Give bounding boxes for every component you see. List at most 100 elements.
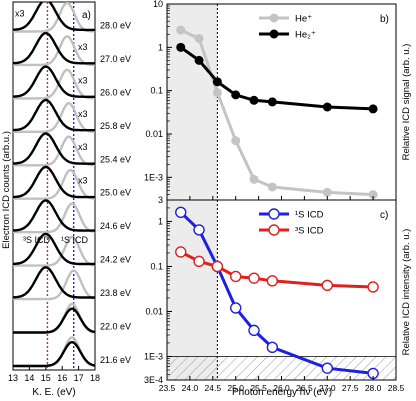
energy-label: 24.2 eV [100,255,131,265]
scale-factor-label: x3 [78,75,88,85]
data-point [175,206,187,218]
y-tick-label: 10 [153,0,163,9]
x-tick-label: 14 [24,373,34,383]
data-point [211,260,224,273]
y-tick-label: 1 [158,216,163,226]
series-line [180,28,374,197]
data-point [267,182,277,192]
y-tick-label: 0.01 [145,306,163,316]
data-point [248,324,260,337]
data-point [249,95,259,105]
panel-a-traces [13,2,95,368]
triplet-trace [13,132,95,165]
data-point [368,190,378,200]
panel-c-series [175,206,379,380]
data-point [231,90,241,100]
y-tick-label: 0.1 [150,86,163,96]
data-point [321,362,333,374]
triplet-trace [13,232,95,266]
series-line [179,46,374,111]
panel-c: 3 1 0.1 0.01 1E-3 3E-423.5 24.0 24.5 25.0 25.5 26.… [144,195,412,398]
singlet-trace [13,235,95,267]
series-line [179,211,374,375]
data-point [212,88,222,98]
y-tick-label: 1E-3 [144,172,163,182]
singlet-trace [13,336,95,368]
panel-c-x-label: Photon energy hν (eV) [232,387,332,398]
y-tick-label: 1E-3 [144,351,163,361]
x-tick-label: 27.5 [342,383,359,393]
singlet-trace [13,2,95,33]
triplet-trace [13,98,95,132]
panel-b-series [176,25,378,200]
legend-marker [268,224,280,236]
data-point [322,187,332,197]
legend-label: ³S ICD [295,226,324,237]
energy-label: 25.4 eV [100,154,131,164]
energy-label: 28.0 eV [100,20,131,30]
x-tick-label: 26.0 [273,383,290,393]
x-tick-label: 23.5 [159,383,176,393]
x-tick-label: 17 [74,373,84,383]
singlet-trace [13,202,95,234]
triplet-trace [13,199,95,232]
y-tick-label: 0.01 [145,129,163,139]
legend-label: He₂⁺ [295,30,316,41]
x-tick-label: 16 [57,373,67,383]
energy-label: 23.8 eV [100,288,131,298]
energy-label: 21.6 eV [100,355,131,365]
data-point [193,224,205,236]
triplet-trace [13,65,95,99]
singlet-trace [13,269,95,301]
data-point [248,272,260,284]
energy-label: 22.0 eV [100,322,131,332]
x-tick-label: 26.5 [296,383,313,393]
legend-label: ¹S ICD [295,210,324,221]
x-tick-label: 27.0 [319,383,336,393]
legend-marker [269,29,279,39]
x-tick-label: 13 [8,373,18,383]
panel-b-label: b) [380,14,389,25]
panel-a: 13 14 15 16 17 18 a) ³S ICD ¹S ICD K. E. (eV)… [1,1,131,398]
scale-factor-label: x3 [78,109,88,119]
energy-label: 26.0 eV [100,87,131,97]
scale-factor-label: x3 [15,8,25,18]
energy-label: 25.8 eV [100,121,131,131]
data-point [249,174,259,184]
data-point [321,279,333,292]
triplet-trace [13,307,95,334]
x-tick-label: 28.5 [388,383,405,393]
data-point [193,255,205,268]
singlet-trace [13,135,95,167]
data-point [176,42,186,52]
triplet-trace [13,31,95,65]
y-tick-label: 0.1 [150,261,163,271]
scale-factor-label: x3 [78,142,88,152]
singlet-trace [13,35,95,67]
data-point [229,302,242,314]
data-point [229,270,242,283]
triplet-trace [13,340,95,368]
panel-c-axes: 3 1 0.1 0.01 1E-3 3E-423.5 24.0 24.5 25.0 25.5 26.… [144,195,405,393]
data-point [194,33,204,43]
data-point [176,25,186,35]
data-point [266,341,279,353]
data-point [175,246,187,258]
singlet-trace [13,101,95,134]
panel-b-y-label: Relative ICD signal (arb. u.) [401,44,412,161]
energy-label: 25.0 eV [100,188,131,198]
x-tick-label: 25.0 [227,383,244,393]
x-tick-label: 24.5 [205,383,222,393]
y-tick-label: 3E-4 [144,375,163,385]
data-point [212,77,222,87]
singlet-trace [13,68,95,100]
shaded-region [167,200,218,380]
panel-a-x-axis: 13 14 15 16 17 18 [8,366,100,383]
data-point [231,136,241,146]
x-tick-label: 25.5 [250,383,267,393]
panel-a-x-label: K. E. (eV) [32,387,75,398]
panel-a-energy-labels: 28.0 eV x3 27.0 eV x3 26.0 eV x3 25.8 eV x3 25.4… [15,8,131,365]
data-point [194,55,204,65]
panel-c-legend: ¹S ICD ³S ICD [259,208,324,237]
